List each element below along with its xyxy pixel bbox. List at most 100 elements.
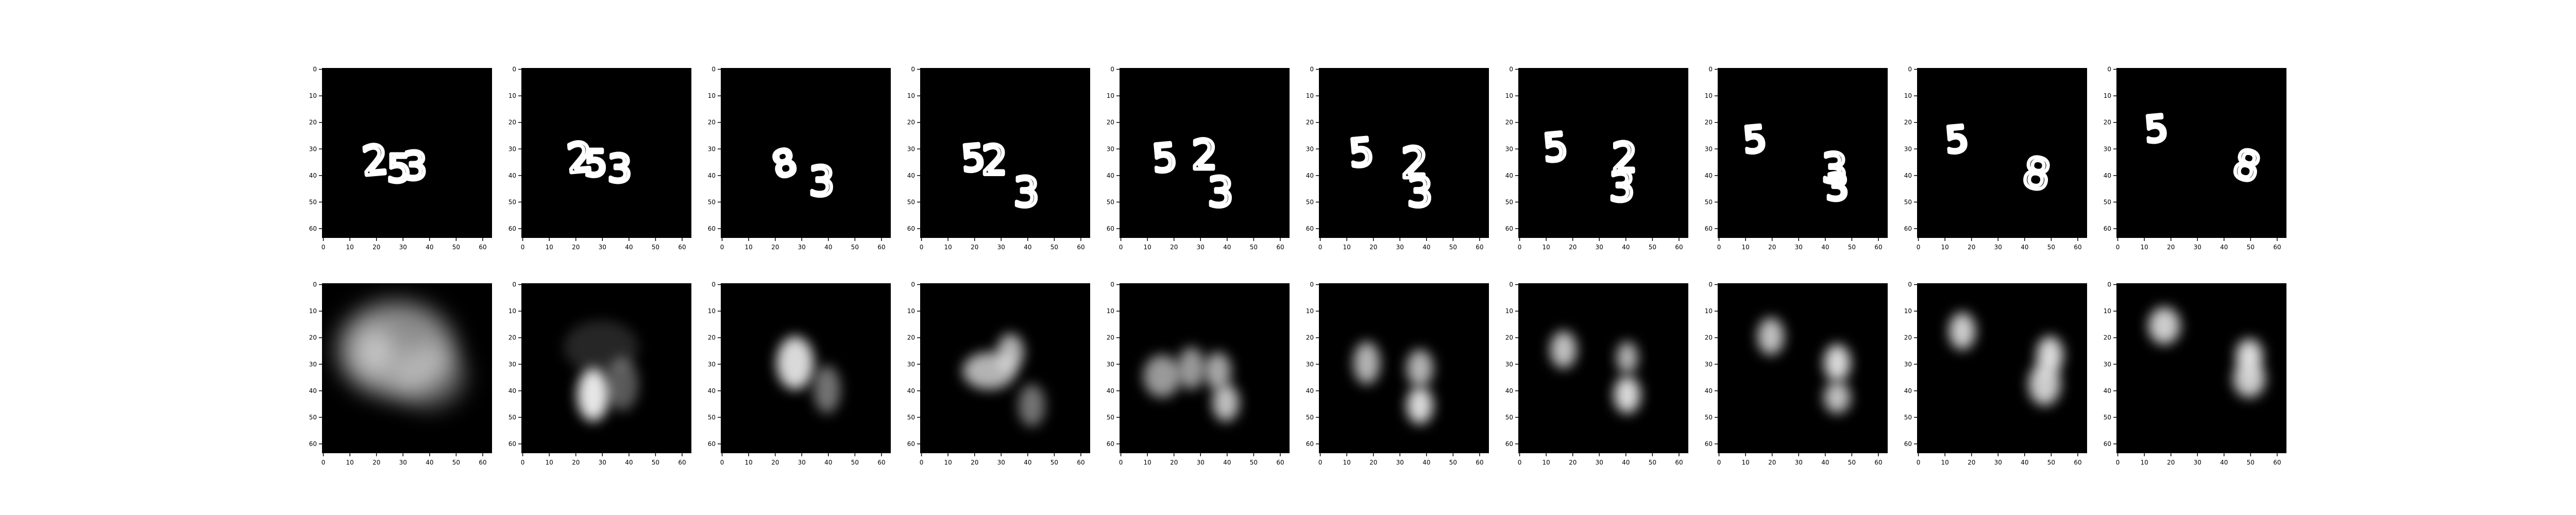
image-background [920,68,1090,238]
axis-ticks: 0 10 20 30 40 50 60 0 10 20 30 40 50 60 [1306,66,1484,251]
image-background [721,68,891,238]
y-tick-label: 40 [309,172,317,179]
y-tick-label: 30 [1306,360,1314,368]
x-tick-label: 50 [1649,459,1656,466]
y-tick-label: 60 [1306,440,1314,448]
x-tick-label: 0 [1318,459,1323,466]
y-tick-label: 20 [1904,334,1912,341]
x-tick-label: 10 [944,459,952,466]
y-tick-label: 40 [1107,387,1114,394]
x-tick-label: 20 [572,459,580,466]
x-tick-label: 0 [321,459,326,466]
x-tick-label: 30 [399,244,407,251]
y-tick-label: 20 [1705,119,1713,126]
x-tick-label: 30 [599,459,606,466]
axis-ticks: 0 10 20 30 40 50 60 0 10 20 30 40 50 60 [1107,66,1284,251]
predicted-frames-panel-9: 0 10 20 30 40 50 60 0 10 20 30 40 50 60 [1904,281,2087,466]
y-tick-label: 50 [309,198,317,205]
x-tick-label: 0 [920,459,924,466]
x-tick-label: 10 [346,459,354,466]
y-tick-label: 20 [1705,334,1713,341]
y-tick-label: 30 [1306,145,1314,152]
x-tick-label: 50 [2247,244,2255,251]
y-tick-label: 60 [1107,225,1114,232]
x-tick-label: 0 [521,244,525,251]
digit-stroke: 3 [1822,146,1848,192]
y-tick-label: 50 [1705,414,1713,421]
y-tick-label: 30 [1904,145,1912,152]
x-tick-label: 20 [771,244,779,251]
y-tick-label: 60 [309,225,317,232]
x-tick-label: 30 [798,244,806,251]
x-tick-label: 0 [1518,459,1522,466]
y-tick-label: 30 [1505,360,1513,368]
y-tick-label: 10 [1505,307,1513,315]
blurred-digit [2028,363,2061,406]
x-tick-label: 20 [771,459,779,466]
x-tick-label: 10 [1144,244,1151,251]
x-tick-label: 10 [546,459,553,466]
y-tick-label: 40 [1705,172,1713,179]
x-tick-label: 50 [851,244,859,251]
y-tick-label: 10 [309,92,317,99]
predicted-frames-panel-4: 0 10 20 30 40 50 60 0 10 20 30 40 50 60 [907,281,1090,466]
x-tick-label: 10 [1941,459,1949,466]
x-tick-label: 50 [1250,244,1258,251]
x-tick-label: 30 [997,244,1005,251]
blurred-digit [1178,347,1205,390]
blurred-digit [1406,387,1433,424]
y-tick-label: 60 [1107,440,1114,448]
blurred-digit [564,320,638,374]
digit-stroke: 2 [1192,132,1217,179]
x-tick-label: 50 [652,244,659,251]
y-tick-label: 0 [1110,281,1114,288]
x-tick-label: 30 [1396,459,1404,466]
x-tick-label: 50 [1449,459,1457,466]
y-tick-label: 10 [708,92,716,99]
y-tick-label: 0 [2107,281,2111,288]
x-tick-label: 40 [2220,244,2228,251]
y-tick-label: 20 [907,119,915,126]
x-tick-label: 60 [877,459,885,466]
x-tick-label: 0 [521,459,525,466]
x-tick-label: 10 [346,244,354,251]
x-tick-label: 30 [599,244,606,251]
x-tick-label: 60 [1077,244,1084,251]
x-tick-label: 40 [824,244,832,251]
x-tick-label: 40 [1024,244,1031,251]
y-tick-label: 30 [708,145,716,152]
x-tick-label: 20 [1170,459,1178,466]
x-tick-label: 0 [1119,459,1123,466]
x-tick-label: 10 [745,459,753,466]
y-tick-label: 40 [309,387,317,394]
x-tick-label: 20 [372,244,380,251]
y-tick-label: 50 [1107,414,1114,421]
y-tick-label: 0 [2107,66,2111,73]
digit-stroke: 3 [1826,166,1849,209]
x-tick-label: 10 [1543,244,1550,251]
predicted-frames-panel-3: 0 10 20 30 40 50 60 0 10 20 30 40 50 60 [708,281,891,466]
digit-stroke: 5 [387,147,411,191]
x-tick-label: 0 [1917,244,1921,251]
blurred-digit [776,336,814,390]
x-tick-label: 60 [479,244,486,251]
y-tick-label: 20 [1904,119,1912,126]
axis-ticks: 0 10 20 30 40 50 60 0 10 20 30 40 50 60 [1904,66,2082,251]
image-background [1319,68,1489,238]
x-tick-label: 10 [745,244,753,251]
x-tick-label: 30 [1994,459,2002,466]
y-tick-label: 10 [2104,307,2111,315]
x-tick-label: 10 [546,244,553,251]
y-tick-label: 30 [1705,360,1713,368]
x-tick-label: 60 [1476,244,1483,251]
x-tick-label: 0 [920,244,924,251]
y-tick-label: 0 [711,66,716,73]
x-tick-label: 10 [944,244,952,251]
y-tick-label: 60 [1306,225,1314,232]
x-tick-label: 20 [572,244,580,251]
